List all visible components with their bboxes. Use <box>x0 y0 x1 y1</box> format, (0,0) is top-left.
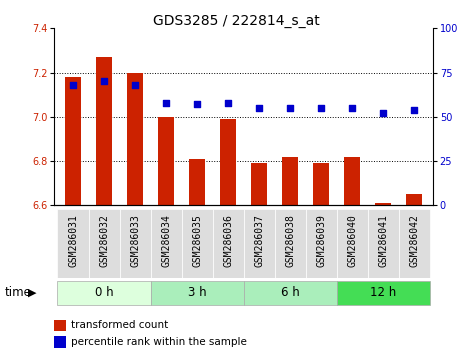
Bar <box>376 203 391 205</box>
Text: time: time <box>5 286 32 299</box>
Bar <box>65 77 81 205</box>
Point <box>69 82 77 88</box>
Text: GDS3285 / 222814_s_at: GDS3285 / 222814_s_at <box>153 14 320 28</box>
Bar <box>150 209 182 278</box>
Point <box>162 100 170 105</box>
Text: percentile rank within the sample: percentile rank within the sample <box>71 337 247 347</box>
Bar <box>406 194 422 205</box>
Bar <box>244 281 337 305</box>
Bar <box>150 281 244 305</box>
Point <box>349 105 356 111</box>
Bar <box>58 209 88 278</box>
Text: GSM286034: GSM286034 <box>161 215 171 267</box>
Point <box>379 110 387 116</box>
Point <box>411 107 418 113</box>
Bar <box>337 209 368 278</box>
Text: GSM286037: GSM286037 <box>254 215 264 267</box>
Bar <box>314 163 329 205</box>
Point <box>224 100 232 105</box>
Point <box>193 102 201 107</box>
Bar <box>120 209 150 278</box>
Bar <box>88 209 120 278</box>
Bar <box>127 73 143 205</box>
Text: GSM286036: GSM286036 <box>223 215 233 267</box>
Point <box>100 79 108 84</box>
Bar <box>344 156 360 205</box>
Text: GSM286033: GSM286033 <box>130 215 140 267</box>
Text: GSM286040: GSM286040 <box>347 215 357 267</box>
Bar <box>182 209 212 278</box>
Text: GSM286041: GSM286041 <box>378 215 388 267</box>
Text: ▶: ▶ <box>28 288 36 298</box>
Text: GSM286039: GSM286039 <box>316 215 326 267</box>
Bar <box>96 57 112 205</box>
Bar <box>220 119 236 205</box>
Bar <box>212 209 244 278</box>
Text: 12 h: 12 h <box>370 286 396 299</box>
Point <box>131 82 139 88</box>
Text: 6 h: 6 h <box>281 286 299 299</box>
Text: GSM286031: GSM286031 <box>68 215 78 267</box>
Bar <box>368 209 399 278</box>
Text: GSM286035: GSM286035 <box>192 215 202 267</box>
Text: GSM286032: GSM286032 <box>99 215 109 267</box>
Point <box>286 105 294 111</box>
Text: 3 h: 3 h <box>188 286 206 299</box>
Bar <box>244 209 275 278</box>
Bar <box>306 209 337 278</box>
Text: GSM286038: GSM286038 <box>285 215 295 267</box>
Bar <box>189 159 205 205</box>
Bar <box>275 209 306 278</box>
Text: GSM286042: GSM286042 <box>409 215 419 267</box>
Text: transformed count: transformed count <box>71 320 168 330</box>
Point <box>255 105 263 111</box>
Point <box>317 105 325 111</box>
Text: 0 h: 0 h <box>95 286 114 299</box>
Bar <box>58 281 150 305</box>
Bar <box>282 156 298 205</box>
Bar <box>158 117 174 205</box>
Bar <box>399 209 429 278</box>
Bar <box>337 281 429 305</box>
Bar <box>251 163 267 205</box>
